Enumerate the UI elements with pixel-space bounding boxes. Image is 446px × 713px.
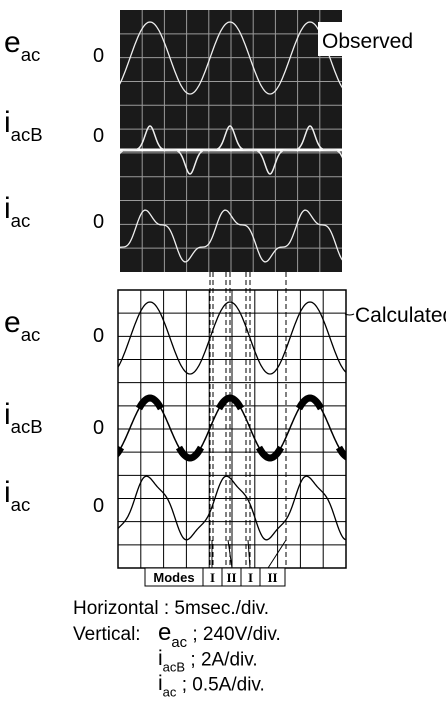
symbol: i bbox=[4, 398, 11, 431]
modes-label: Modes bbox=[153, 570, 194, 585]
signal-label: iac bbox=[4, 192, 30, 231]
wave-thick bbox=[295, 394, 325, 411]
wave-thick bbox=[215, 394, 245, 411]
symbol: i bbox=[158, 672, 163, 695]
mode-item: II bbox=[226, 570, 236, 585]
calculated-grid bbox=[118, 290, 346, 568]
zero-label: 0 bbox=[93, 125, 104, 147]
subscript: acB bbox=[163, 659, 185, 674]
calculated-waves bbox=[118, 301, 346, 541]
caption-scales: eac ; 240V/div.iacB ; 2A/div.iac ; 0.5A/… bbox=[158, 619, 281, 699]
mode-connectors bbox=[211, 539, 287, 569]
zero-label: 0 bbox=[93, 325, 104, 347]
calculated-title: Calculated bbox=[355, 304, 446, 327]
wave bbox=[118, 475, 346, 541]
wave bbox=[120, 125, 342, 175]
scale-text: ; 2A/div. bbox=[185, 649, 258, 670]
observed-waves bbox=[120, 21, 342, 263]
wave-thick bbox=[255, 445, 285, 462]
subscript: ac bbox=[21, 44, 41, 65]
mode-item: I bbox=[248, 570, 253, 585]
symbol: e bbox=[4, 306, 21, 339]
symbol: i bbox=[158, 647, 163, 670]
caption-horizontal: Horizontal : 5msec./div. bbox=[73, 598, 269, 619]
signal-label: iac bbox=[4, 476, 30, 515]
wave-thick bbox=[175, 445, 205, 462]
wave-thick bbox=[335, 445, 346, 461]
scale-label: eac ; 240V/div. bbox=[158, 619, 281, 651]
scale-label: iac ; 0.5A/div. bbox=[158, 672, 265, 699]
observed-title-box bbox=[318, 22, 440, 56]
modes-box bbox=[144, 567, 286, 587]
subscript: acB bbox=[11, 124, 43, 145]
symbol: i bbox=[4, 192, 11, 225]
signal-label: eac bbox=[4, 26, 40, 65]
mode-items: I II I II bbox=[210, 570, 278, 585]
scale-text: ; 240V/div. bbox=[187, 624, 281, 645]
symbol: i bbox=[4, 476, 11, 509]
zero-label: 0 bbox=[93, 45, 104, 67]
observed-title: Observed bbox=[322, 30, 413, 53]
symbol: e bbox=[158, 619, 171, 646]
symbol: i bbox=[4, 106, 11, 139]
subscript: ac bbox=[171, 635, 187, 651]
subscript: ac bbox=[11, 210, 31, 231]
zero-label: 0 bbox=[93, 211, 104, 233]
scale-label: iacB ; 2A/div. bbox=[158, 647, 258, 674]
wave-thick bbox=[135, 394, 165, 411]
signal-label: eac bbox=[4, 306, 40, 345]
wave bbox=[120, 209, 342, 263]
zero-label: 0 bbox=[93, 417, 104, 439]
mode-item: I bbox=[210, 570, 215, 585]
signal-label: iacB bbox=[4, 398, 43, 437]
subscript: acB bbox=[11, 416, 43, 437]
wave bbox=[120, 21, 342, 95]
zero-label: 0 bbox=[93, 495, 104, 517]
subscript: ac bbox=[21, 324, 41, 345]
signal-label: iacB bbox=[4, 106, 43, 145]
subscript: ac bbox=[11, 494, 31, 515]
wave bbox=[118, 301, 346, 375]
subscript: ac bbox=[163, 684, 177, 699]
callout bbox=[344, 313, 355, 316]
observed-grid bbox=[120, 10, 342, 272]
symbol: e bbox=[4, 26, 21, 59]
mode-item: II bbox=[267, 570, 277, 585]
scale-text: ; 0.5A/div. bbox=[176, 674, 264, 695]
caption-vertical: Vertical: bbox=[73, 624, 141, 645]
mode-lines bbox=[209, 272, 287, 568]
